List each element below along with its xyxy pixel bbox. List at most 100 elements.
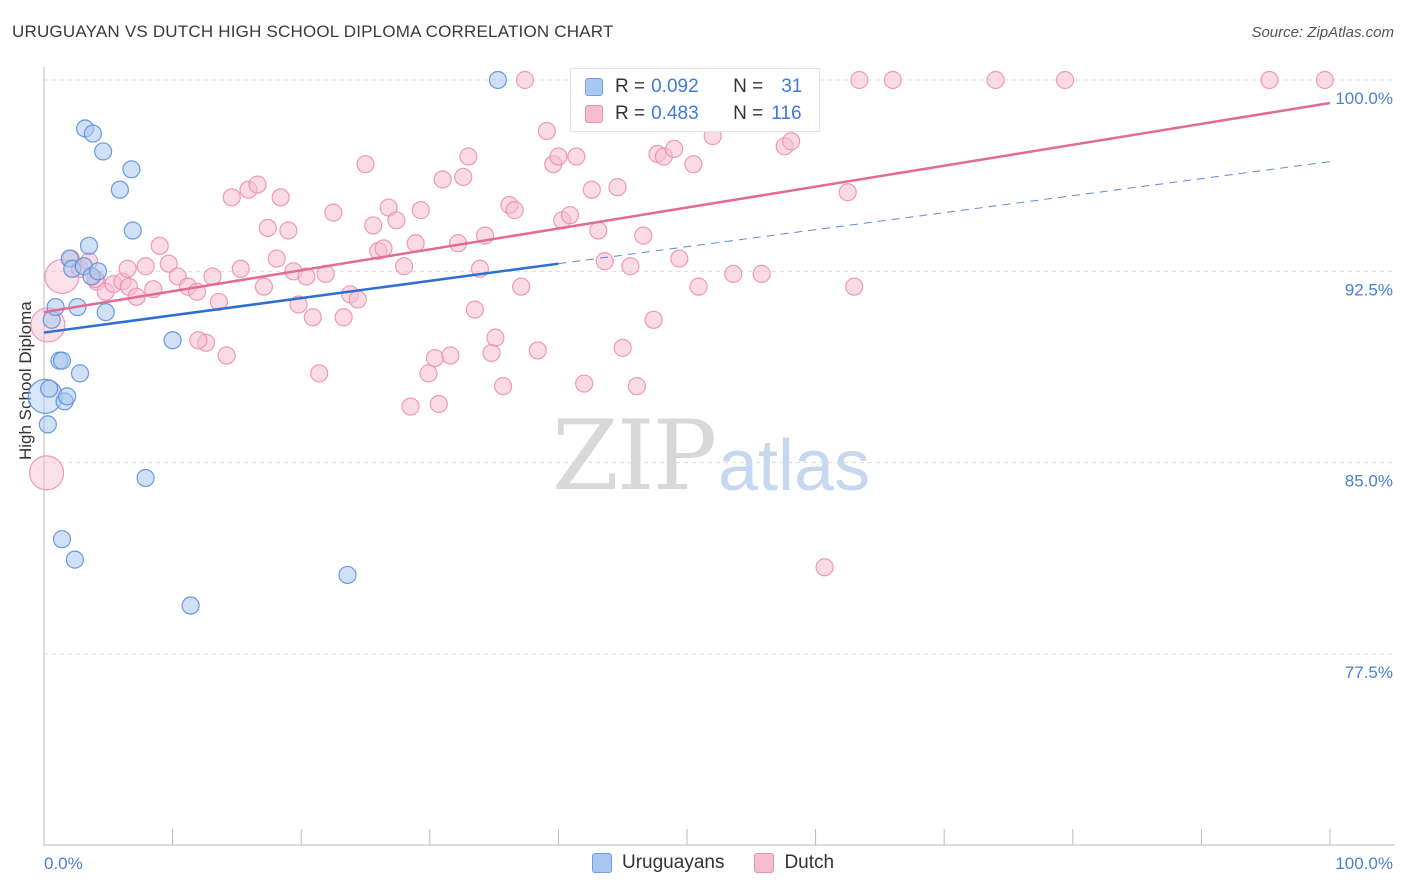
dutch-point — [425, 348, 445, 368]
dutch-point — [486, 328, 505, 347]
x-tick-label: 0.0% — [44, 854, 83, 873]
dutch-point — [505, 201, 524, 220]
dutch-point — [254, 277, 274, 296]
dutch-point — [689, 277, 708, 296]
dutch-point — [482, 343, 501, 363]
uruguayans-point — [181, 596, 200, 615]
dutch-point — [512, 277, 531, 296]
uruguayans-point — [96, 303, 115, 322]
dutch-point — [684, 155, 703, 174]
dutch-point — [267, 249, 286, 268]
dutch-point — [634, 226, 653, 245]
dutch-point — [159, 254, 178, 273]
uruguayans-trend-line — [43, 262, 559, 334]
dutch-swatch — [585, 105, 603, 123]
dutch-point — [401, 397, 420, 416]
dutch-point — [782, 132, 801, 151]
uruguayans-point — [58, 387, 77, 406]
dutch-point — [433, 170, 452, 189]
dutch-point — [621, 257, 640, 276]
dutch-point — [303, 308, 322, 327]
dutch-point — [364, 216, 383, 235]
dutch-point — [752, 264, 771, 283]
legend-label-dutch: Dutch — [784, 852, 835, 873]
uruguayans-point — [110, 180, 129, 199]
dutch-point — [217, 346, 236, 365]
dutch-point — [627, 377, 646, 396]
uruguayans-trend-extension — [558, 161, 1331, 265]
dutch-point — [310, 364, 329, 383]
dutch-point — [150, 236, 169, 255]
dutch-swatch — [754, 853, 775, 873]
dutch-point — [231, 259, 250, 278]
series-legend: Uruguayans Dutch — [592, 852, 864, 874]
legend-label-uruguayans: Uruguayans — [622, 852, 725, 873]
y-tick-label: 85.0% — [1345, 472, 1393, 491]
dutch-point — [515, 70, 535, 90]
dutch-point — [297, 267, 316, 286]
legend-row-uruguayans: R = 0.092 N = 31 — [585, 75, 802, 99]
source-label: Source: ZipAtlas.com — [1251, 24, 1394, 41]
legend-row-dutch: R = 0.483 N = 116 — [585, 102, 802, 126]
uruguayans-point — [88, 262, 108, 281]
dutch-point — [356, 155, 375, 174]
dutch-point — [189, 331, 208, 350]
dutch-point — [815, 558, 834, 577]
dutch-point — [209, 292, 228, 312]
dutch-point — [1260, 70, 1279, 90]
dutch-point — [429, 394, 448, 414]
dutch-point — [454, 167, 473, 187]
dutch-point — [613, 338, 632, 357]
n-value: 31 — [781, 76, 803, 97]
uruguayans-point — [40, 379, 59, 398]
dutch-point — [560, 206, 580, 225]
watermark-atlas: atlas — [718, 426, 871, 506]
dutch-point — [374, 239, 393, 258]
dutch-point — [248, 175, 267, 194]
r-value: 0.092 — [651, 76, 699, 97]
dutch-point — [644, 310, 663, 329]
dutch-point — [883, 70, 902, 90]
legend-item-uruguayans[interactable]: Uruguayans — [592, 852, 724, 874]
uruguayans-point — [79, 236, 99, 255]
dutch-point — [670, 249, 689, 268]
dutch-point — [394, 257, 414, 276]
uruguayans-point — [83, 124, 102, 143]
dutch-point — [271, 188, 290, 207]
dutch-point — [589, 221, 608, 240]
r-value: 0.483 — [651, 103, 699, 124]
legend-item-dutch[interactable]: Dutch — [754, 852, 834, 874]
dutch-point — [334, 308, 353, 327]
dutch-point — [387, 211, 406, 230]
uruguayans-point — [46, 297, 65, 317]
uruguayans-swatch — [592, 853, 612, 873]
dutch-point — [582, 180, 601, 199]
dutch-point — [665, 139, 684, 158]
y-tick-label: 92.5% — [1345, 280, 1393, 299]
uruguayans-point — [123, 221, 142, 240]
r-label: R = — [615, 103, 646, 124]
uruguayans-point — [52, 351, 72, 370]
dutch-point — [724, 264, 743, 283]
uruguayans-point — [65, 550, 84, 569]
dutch-point — [549, 147, 568, 166]
dutch-point — [258, 218, 277, 238]
dutch-point — [28, 455, 65, 491]
dutch-point — [419, 364, 438, 383]
dutch-point — [222, 188, 241, 207]
dutch-point — [1055, 70, 1075, 90]
uruguayans-point — [488, 70, 508, 90]
y-tick-label: 100.0% — [1335, 89, 1393, 108]
uruguayans-point — [122, 160, 141, 179]
dutch-point — [850, 70, 869, 90]
dutch-point — [406, 234, 425, 253]
dutch-point — [537, 121, 556, 141]
uruguayans-swatch — [585, 78, 603, 96]
uruguayans-point — [94, 142, 113, 161]
uruguayans-point — [163, 331, 182, 350]
dutch-point — [845, 277, 864, 296]
dutch-point — [459, 147, 478, 166]
n-value: 116 — [771, 103, 802, 124]
chart-title: URUGUAYAN VS DUTCH HIGH SCHOOL DIPLOMA C… — [12, 22, 614, 41]
